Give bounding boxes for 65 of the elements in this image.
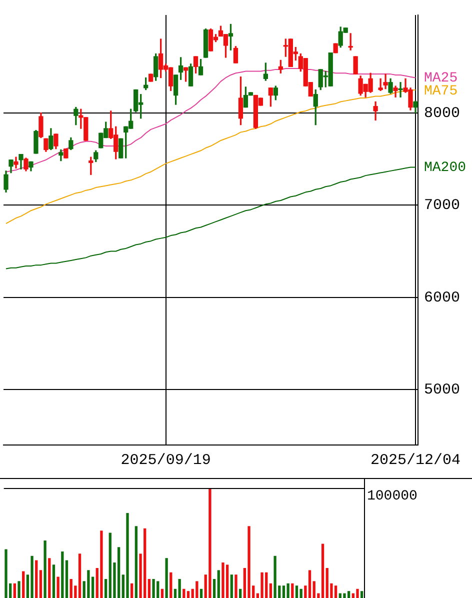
bar: [78, 554, 82, 598]
bar: [304, 586, 307, 598]
bar: [226, 564, 229, 598]
bar: [13, 583, 16, 598]
bar: [30, 556, 34, 598]
bar: [65, 560, 68, 598]
bar: [104, 578, 108, 598]
bar: [182, 588, 186, 598]
bar: [230, 574, 233, 598]
bar: [130, 583, 134, 598]
bar: [126, 512, 129, 598]
text: 100000: [367, 488, 418, 505]
bar: [308, 570, 312, 598]
bar: [321, 544, 324, 598]
bar: [39, 570, 42, 598]
bar: [35, 560, 38, 598]
x-tick-label: 2025/09/19: [120, 452, 211, 469]
bar: [4, 549, 8, 598]
bar: [48, 558, 51, 598]
x-tick-label: 2025/12/04: [370, 452, 461, 469]
bar: [196, 581, 198, 598]
series-label: MA200: [424, 160, 466, 176]
bar: [186, 591, 190, 598]
bar: [100, 530, 103, 598]
bar: [239, 588, 242, 598]
y-tick-label: 8000: [424, 104, 460, 122]
bar: [117, 547, 120, 598]
bar: [282, 586, 286, 598]
bar: [295, 586, 298, 598]
bar: [234, 574, 238, 598]
bar: [61, 551, 64, 598]
bar: [269, 583, 272, 598]
bar: [347, 591, 350, 598]
bar: [152, 578, 155, 598]
bar: [160, 588, 164, 598]
bar: [360, 591, 364, 598]
bar: [286, 583, 290, 598]
bar: [148, 578, 151, 598]
bar: [18, 581, 20, 598]
bar: [134, 526, 138, 598]
bar: [274, 556, 276, 598]
bar: [334, 586, 338, 598]
bar: [170, 572, 172, 598]
bar: [217, 570, 220, 598]
bar: [165, 558, 168, 598]
bar: [56, 576, 60, 598]
bar: [300, 588, 302, 598]
candlestick: [398, 82, 403, 98]
bar: [87, 570, 90, 598]
bar: [222, 562, 224, 598]
bar: [208, 488, 212, 598]
y-tick-label: 7000: [424, 197, 460, 214]
y-tick-label: 5000: [424, 382, 460, 399]
bar: [22, 571, 25, 598]
bar: [178, 578, 181, 598]
bar: [248, 526, 250, 598]
bar: [343, 593, 346, 598]
bar: [200, 588, 203, 598]
y-tick-label: 6000: [424, 289, 460, 306]
bar: [52, 564, 56, 598]
bar: [212, 578, 216, 598]
bar: [356, 588, 359, 598]
bar: [44, 540, 46, 598]
bar: [291, 583, 294, 598]
bar: [260, 572, 264, 598]
